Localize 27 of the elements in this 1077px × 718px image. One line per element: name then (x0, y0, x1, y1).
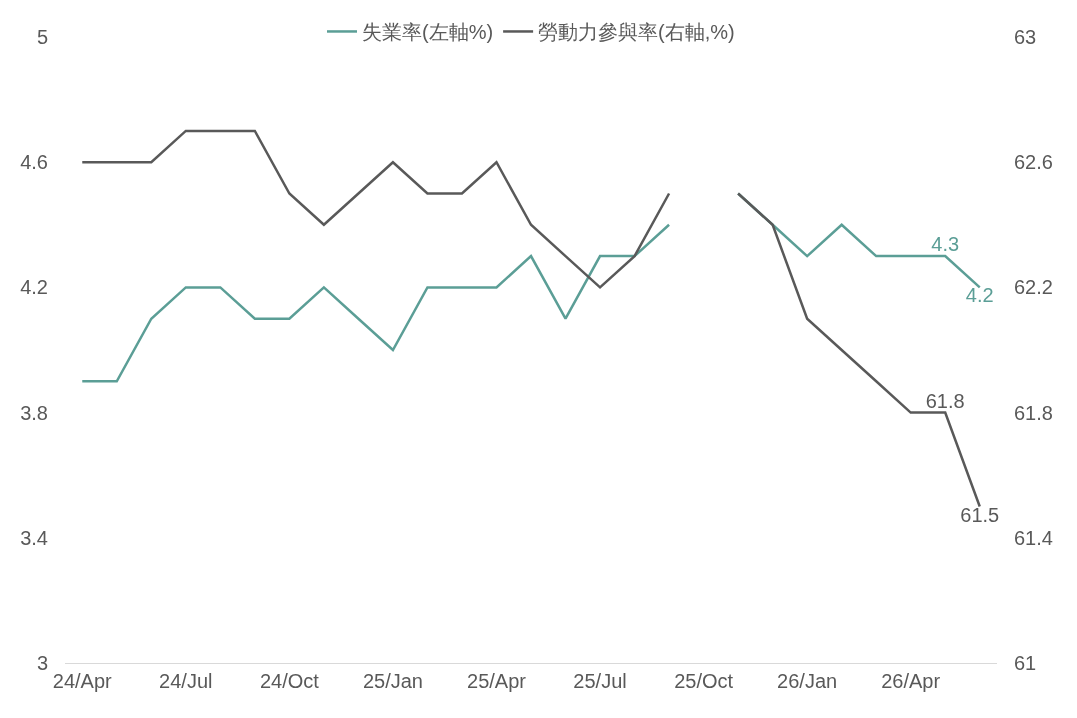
data-label: 4.2 (965, 284, 994, 307)
y-tick-label: 4.6 (20, 151, 48, 174)
data-label: 61.5 (960, 503, 1000, 526)
x-tick-label: 24/Apr (52, 670, 113, 692)
data-label: 4.3 (931, 233, 960, 256)
legend-label: 失業率(左軸%) (362, 21, 494, 44)
y-tick-label: 4.2 (20, 276, 48, 299)
y2-tick-label: 61.8 (1014, 401, 1053, 424)
x-tick-label: 24/Jul (159, 670, 213, 692)
y-tick-label: 3.4 (20, 526, 48, 549)
x-tick-label: 25/Jul (573, 670, 627, 692)
y2-tick-label: 61.4 (1014, 526, 1053, 549)
legend-label: 勞動力參與率(右軸,%) (538, 21, 735, 44)
data-label: 61.8 (925, 389, 965, 412)
x-tick-label: 26/Jan (777, 670, 838, 692)
x-tick-label: 25/Apr (467, 670, 527, 692)
y-tick-label: 5 (36, 26, 48, 48)
x-tick-label: 25/Jan (362, 670, 423, 692)
y2-tick-label: 63 (1014, 26, 1037, 48)
y2-tick-label: 62.2 (1014, 276, 1053, 299)
y2-tick-label: 61 (1014, 652, 1037, 674)
x-tick-label: 24/Oct (259, 670, 320, 692)
y-tick-label: 3 (36, 652, 48, 674)
y2-tick-label: 62.6 (1014, 151, 1053, 174)
y-tick-label: 3.8 (20, 401, 48, 424)
x-tick-label: 25/Oct (674, 670, 734, 692)
x-tick-label: 26/Apr (881, 670, 941, 692)
